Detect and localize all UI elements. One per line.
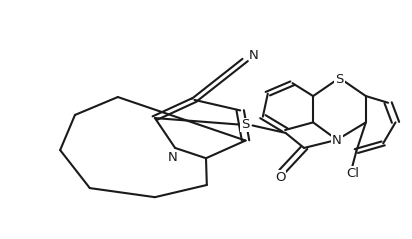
Text: N: N <box>332 134 342 147</box>
Text: O: O <box>275 171 286 184</box>
Text: N: N <box>248 49 258 62</box>
Text: Cl: Cl <box>346 167 359 180</box>
Text: N: N <box>168 151 178 163</box>
Text: S: S <box>335 73 344 86</box>
Text: S: S <box>241 119 249 131</box>
